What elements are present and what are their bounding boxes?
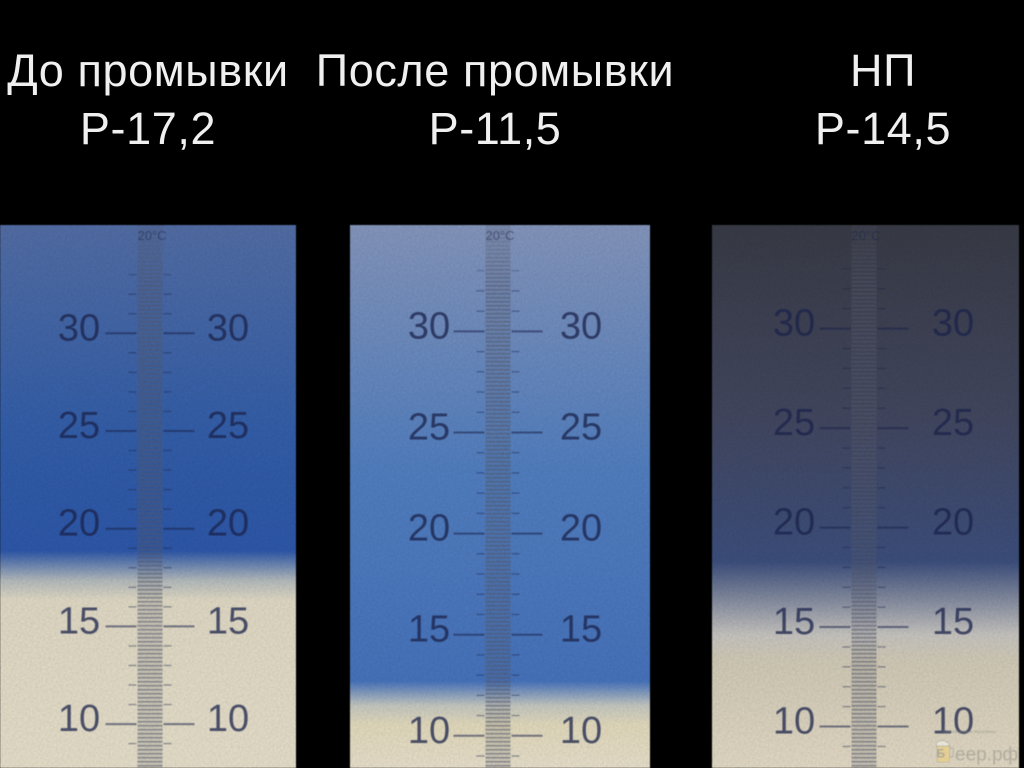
svg-text:Пивоварни и магазины: Пивоварни и магазины: [943, 729, 996, 734]
svg-text:еер.pф: еер.pф: [955, 745, 1018, 766]
svg-text:Б: Б: [936, 747, 945, 761]
